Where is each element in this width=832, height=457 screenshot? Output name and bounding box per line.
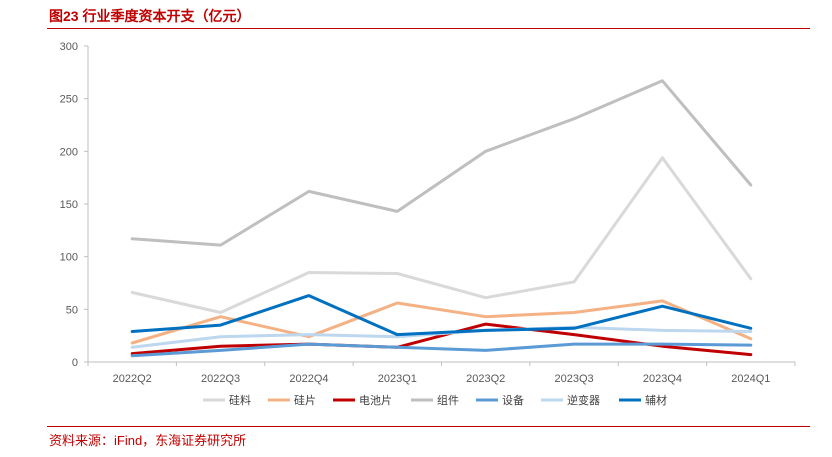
legend-label: 硅片	[294, 394, 316, 407]
legend-label: 组件	[437, 393, 459, 407]
title-divider	[47, 28, 810, 29]
series-line-7	[130, 294, 753, 337]
legend-label: 电池片	[359, 394, 392, 407]
y-tick-label: 100	[60, 252, 78, 264]
line-chart: 0 50 100 150 200 250 300 2022Q2 2022Q3 2022Q4 2023…	[60, 41, 796, 407]
y-tick-label: 200	[60, 146, 78, 158]
chart-legend: 硅料 硅片 电池片 组件 设备 逆变器 辅材	[203, 393, 667, 407]
legend-label: 辅材	[645, 393, 667, 407]
x-tick-label: 2022Q2	[113, 373, 152, 385]
series-line-4	[130, 79, 753, 247]
y-tick-label: 0	[72, 357, 78, 369]
chart-title: 图23 行业季度资本开支（亿元）	[49, 8, 251, 24]
series-line-5	[130, 342, 753, 358]
x-tick-label: 2024Q1	[731, 373, 770, 385]
chart-axes: 0 50 100 150 200 250 300 2022Q2 2022Q3 2022Q4 2023…	[60, 41, 796, 385]
legend-label: 硅料	[229, 393, 251, 407]
y-tick-label: 300	[60, 41, 78, 53]
series-line-1	[130, 156, 753, 314]
legend-label: 设备	[502, 393, 524, 407]
y-tick-label: 150	[60, 199, 78, 211]
footer-divider	[47, 426, 810, 427]
legend-label: 逆变器	[567, 393, 600, 407]
source-note: 资料来源：iFind，东海证券研究所	[49, 433, 247, 448]
x-tick-label: 2023Q2	[466, 373, 505, 385]
x-tick-label: 2023Q3	[554, 373, 593, 385]
x-tick-label: 2023Q1	[378, 373, 417, 385]
y-tick-label: 50	[66, 304, 78, 316]
y-tick-label: 250	[60, 94, 78, 106]
chart-series	[130, 79, 753, 358]
x-tick-label: 2023Q4	[643, 373, 682, 385]
x-tick-label: 2022Q4	[289, 373, 328, 385]
x-tick-label: 2022Q3	[201, 373, 240, 385]
